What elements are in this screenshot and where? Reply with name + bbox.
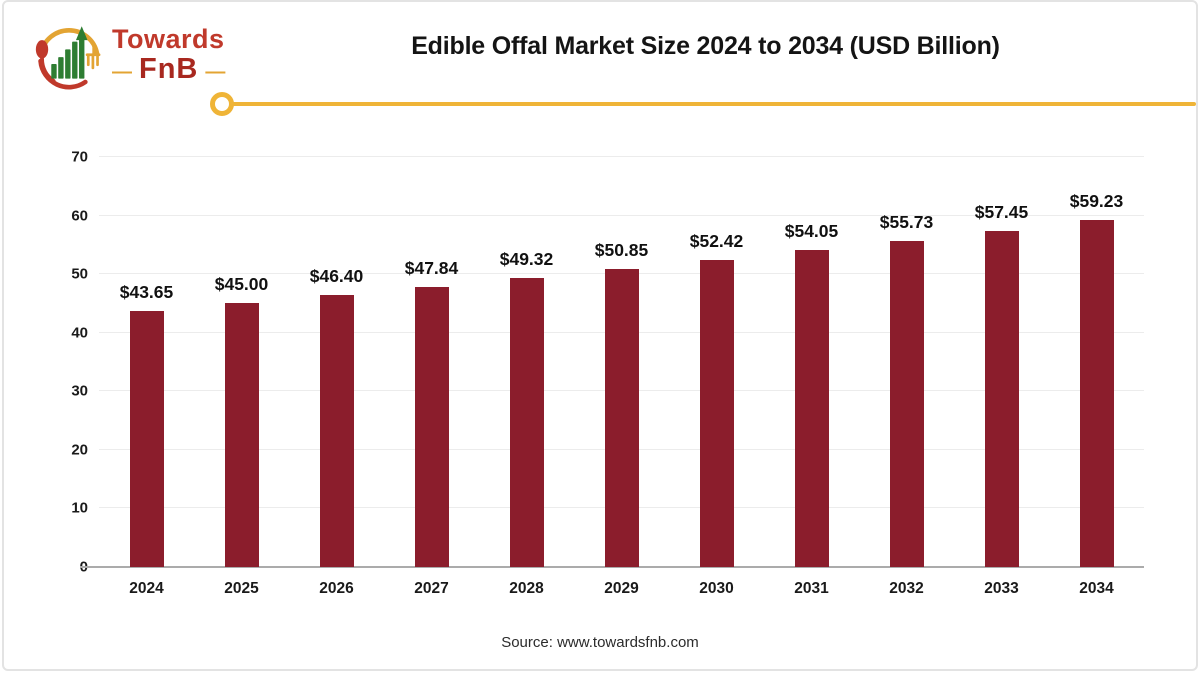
source-text: Source: www.towardsfnb.com (501, 634, 699, 651)
bar-slot-2034: $59.23 (1049, 157, 1144, 567)
fork-icon (85, 41, 101, 70)
bar-2029 (604, 269, 639, 567)
x-axis-tick-label: 2024 (129, 580, 164, 597)
bar-2027 (414, 286, 449, 567)
brand-logo-icon (35, 26, 101, 90)
bar-value-label: $52.42 (689, 230, 744, 251)
y-axis-tick-label: 20 (71, 441, 88, 459)
x-axis-tick-label: 2027 (414, 580, 449, 597)
bar-value-label: $43.65 (119, 282, 174, 303)
bar-2024 (129, 311, 164, 567)
x-axis-tick-label: 2034 (1079, 580, 1114, 597)
bar-slot-2028: $49.32 (479, 157, 574, 567)
x-axis-tick-label: 2026 (319, 580, 354, 597)
bar-2033 (984, 230, 1019, 567)
y-axis-tick-label: 30 (71, 382, 88, 400)
bar-slot-2032: $55.73 (859, 157, 954, 567)
logo-dash-left: — (112, 60, 132, 83)
x-axis-tick-label: 2031 (794, 580, 829, 597)
x-axis-tick-label: 2028 (509, 580, 544, 597)
bar-2031 (794, 250, 829, 567)
gridline (99, 156, 1144, 157)
divider-ring-icon (210, 92, 234, 116)
growth-bars-icon (51, 26, 88, 79)
bar-value-label: $57.45 (974, 201, 1029, 222)
bar-slot-2026: $46.40 (289, 157, 384, 567)
bar-slot-2033: $57.45 (954, 157, 1049, 567)
bar-slot-2025: $45.00 (194, 157, 289, 567)
bars: $43.65 $45.00 $46.40 $47.84 $49.32 $50.85 $52.… (99, 157, 1144, 567)
x-axis-tick-label: 2033 (984, 580, 1019, 597)
bar-value-label: $54.05 (784, 221, 839, 242)
bar-value-label: $49.32 (499, 249, 554, 270)
bar-value-label: $59.23 (1069, 191, 1124, 212)
y-axis-tick-label: 70 (71, 148, 88, 166)
y-axis-tick-label: 60 (71, 207, 88, 225)
bar-slot-2030: $52.42 (669, 157, 764, 567)
x-axis-tick-label: 2029 (604, 580, 639, 597)
x-axis: 2024 2025 2026 2027 2028 2029 2030 2031 2032 2033… (99, 580, 1144, 598)
y-axis-tick-label: 10 (71, 499, 88, 517)
x-axis-tick-label: 2032 (889, 580, 924, 597)
chart-title: Edible Offal Market Size 2024 to 2034 (U… (411, 32, 1000, 60)
bar-value-label: $50.85 (594, 240, 649, 261)
bar-2028 (509, 278, 544, 567)
brand-name-towards: Towards (112, 24, 225, 54)
bar-2034 (1079, 220, 1114, 567)
bar-value-label: $45.00 (214, 274, 269, 295)
bar-slot-2029: $50.85 (574, 157, 669, 567)
bar-value-label: $47.84 (404, 257, 459, 278)
bar-value-label: $55.73 (879, 211, 934, 232)
x-axis-tick-label: 2030 (699, 580, 734, 597)
logo-dash-right: — (205, 60, 226, 83)
x-axis-tick-label: 2025 (224, 580, 259, 597)
y-axis-tick-label: 40 (71, 324, 88, 342)
gridline (99, 214, 1144, 216)
bar-2026 (319, 295, 354, 567)
brand-name-fnb: FnB (139, 53, 199, 85)
bar-2032 (889, 240, 924, 567)
accent-divider (230, 102, 1196, 106)
y-axis: 010203040506070 (42, 149, 88, 576)
y-axis-tick-label: 50 (71, 265, 88, 283)
bar-value-label: $46.40 (309, 266, 364, 287)
plot-area: $43.65 $45.00 $46.40 $47.84 $49.32 $50.85 $52.… (80, 156, 1144, 568)
bar-slot-2031: $54.05 (764, 157, 859, 567)
bar-slot-2027: $47.84 (384, 157, 479, 567)
brand-logo-text: Towards — FnB — (112, 26, 225, 84)
bar-2025 (224, 303, 259, 567)
spoon-icon (35, 40, 49, 59)
brand-logo: Towards — FnB — (32, 16, 225, 92)
bar-slot-2024: $43.65 (99, 157, 194, 567)
bar-2030 (699, 259, 734, 567)
